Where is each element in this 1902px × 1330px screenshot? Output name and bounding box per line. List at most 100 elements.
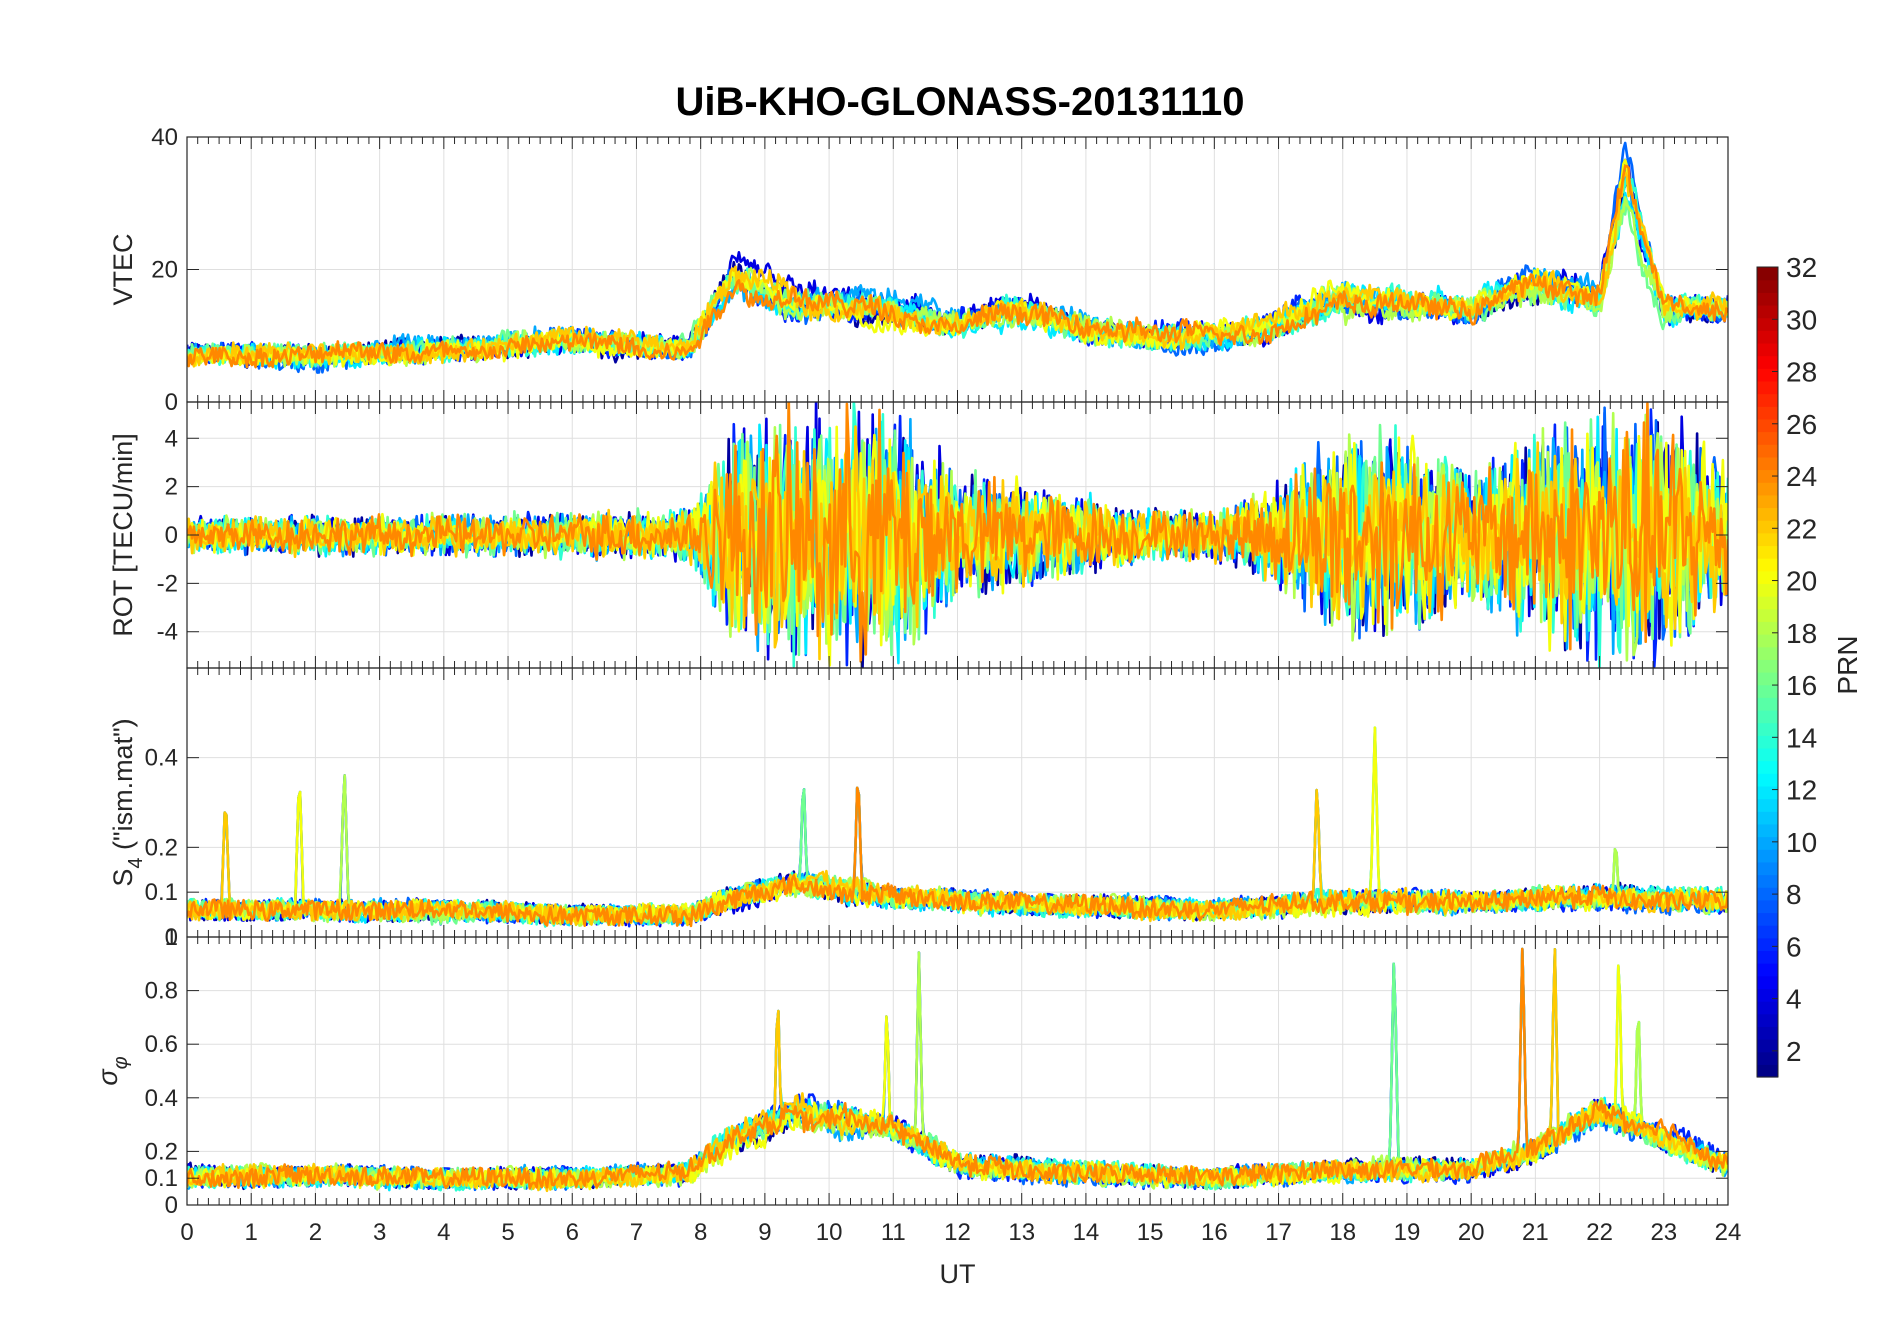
x-tick-label: 1 [245, 1219, 258, 1246]
colorbar-band [1757, 925, 1778, 939]
y-tick-label: 40 [151, 124, 178, 151]
colorbar-band [1757, 798, 1778, 812]
colorbar-band [1757, 406, 1778, 420]
colorbar-band [1757, 330, 1778, 344]
y-tick-label: -2 [157, 570, 178, 597]
y-tick-label: 0.1 [145, 879, 178, 906]
x-tick-label: 16 [1201, 1219, 1228, 1246]
y-tick-label: 0.2 [145, 1138, 178, 1165]
colorbar-band [1757, 1051, 1778, 1065]
colorbar-band [1757, 431, 1778, 445]
y-tick-label: 0.4 [145, 745, 178, 772]
y-tick-label: 0 [165, 1192, 178, 1219]
x-tick-label: 18 [1329, 1219, 1356, 1246]
colorbar-band [1757, 520, 1778, 534]
colorbar-band [1757, 494, 1778, 509]
series-prn-24 [187, 402, 1728, 663]
y-axis-label: ROT [TECU/min] [108, 433, 138, 637]
colorbar-band [1757, 988, 1778, 1002]
colorbar-tick-label: 22 [1786, 513, 1817, 544]
colorbar-band [1757, 267, 1778, 281]
colorbar-band [1757, 545, 1778, 559]
y-axis-label-subscript: 4 [125, 858, 147, 869]
chart-title: UiB-KHO-GLONASS-20131110 [675, 80, 1244, 124]
rot-panel: -4 -2 0 2 4 ROT [TECU/min] [108, 401, 1729, 669]
colorbar-band [1757, 418, 1778, 433]
colorbar-band [1757, 456, 1778, 471]
series-group [187, 402, 1728, 668]
colorbar-band [1757, 735, 1778, 749]
colorbar-band [1757, 785, 1778, 800]
colorbar-band [1757, 342, 1778, 357]
colorbar-band [1757, 646, 1778, 660]
colorbar-band [1757, 583, 1778, 597]
colorbar-tick-label: 12 [1786, 775, 1817, 806]
series-group [187, 141, 1728, 374]
colorbar-band [1757, 621, 1778, 635]
y-tick-label: 0.4 [145, 1085, 178, 1112]
colorbar-tick-label: 26 [1786, 409, 1817, 440]
colorbar-band [1757, 747, 1778, 762]
colorbar-band [1757, 482, 1778, 496]
y-tick-label: 0 [165, 522, 178, 549]
series-prn-24 [187, 947, 1728, 1190]
sigma-phi-panel: 00.10.20.40.60.810 1 2 3 4 5 6 7 8 9 10 11 12 13 14 15 1… [93, 924, 1741, 1289]
y-tick-label: 1 [165, 924, 178, 951]
y-axis-label: S4 ("ism.mat") [108, 718, 147, 886]
colorbar-band [1757, 532, 1778, 547]
colorbar-band [1757, 393, 1778, 407]
y-axis-label: VTEC [108, 233, 138, 305]
colorbar-band [1757, 1026, 1778, 1040]
y-tick-label: 0.8 [145, 978, 178, 1005]
colorbar-tick-label: 4 [1786, 984, 1802, 1015]
series-prn-24 [187, 786, 1728, 928]
s4-panel: 00.10.20.4S4 ("ism.mat") [108, 667, 1729, 951]
y-tick-label: 4 [165, 425, 178, 452]
colorbar-band [1757, 912, 1778, 926]
colorbar-tick-label: 14 [1786, 722, 1817, 753]
colorbar-band [1757, 317, 1778, 331]
colorbar-band [1757, 634, 1778, 648]
colorbar-band [1757, 760, 1778, 774]
x-tick-label: 24 [1715, 1219, 1742, 1246]
colorbar-band [1757, 672, 1778, 686]
x-tick-label: 13 [1008, 1219, 1035, 1246]
x-tick-label: 8 [694, 1219, 707, 1246]
colorbar-tick-label: 28 [1786, 357, 1817, 388]
y-tick-label: 0 [165, 924, 178, 951]
colorbar-band [1757, 444, 1778, 458]
colorbar-tick-label: 6 [1786, 931, 1802, 962]
colorbar-band [1757, 950, 1778, 964]
y-axis-label-suffix: ("ism.mat") [108, 718, 138, 857]
colorbar-tick-label: 32 [1786, 252, 1817, 283]
series-group [187, 947, 1728, 1193]
x-tick-label: 14 [1073, 1219, 1100, 1246]
y-axis-label: σφ [93, 1056, 132, 1085]
colorbar-band [1757, 469, 1778, 483]
y-tick-label: 2 [165, 474, 178, 501]
y-axis-label-main: σ [93, 1068, 123, 1086]
colorbar-band [1757, 507, 1778, 521]
x-tick-label: 6 [566, 1219, 579, 1246]
colorbar-band [1757, 1001, 1778, 1015]
colorbar-band [1757, 709, 1778, 724]
colorbar-band [1757, 596, 1778, 610]
x-tick-label: 2 [309, 1219, 322, 1246]
y-tick-label: 0.1 [145, 1165, 178, 1192]
x-tick-label: 20 [1458, 1219, 1485, 1246]
x-tick-label: 12 [944, 1219, 971, 1246]
colorbar-band [1757, 684, 1778, 698]
colorbar-band [1757, 1039, 1778, 1053]
colorbar-tick-label: 20 [1786, 566, 1817, 597]
colorbar-band [1757, 1064, 1778, 1078]
colorbar-band [1757, 849, 1778, 863]
colorbar-tick-label: 30 [1786, 304, 1817, 335]
x-tick-label: 0 [180, 1219, 193, 1246]
colorbar-tick-label: 16 [1786, 670, 1817, 701]
colorbar-box [1756, 266, 1779, 1078]
y-axis-label-subscript: φ [110, 1056, 132, 1069]
colorbar-band [1757, 722, 1778, 736]
colorbar-band [1757, 380, 1778, 395]
colorbar-band [1757, 887, 1778, 901]
